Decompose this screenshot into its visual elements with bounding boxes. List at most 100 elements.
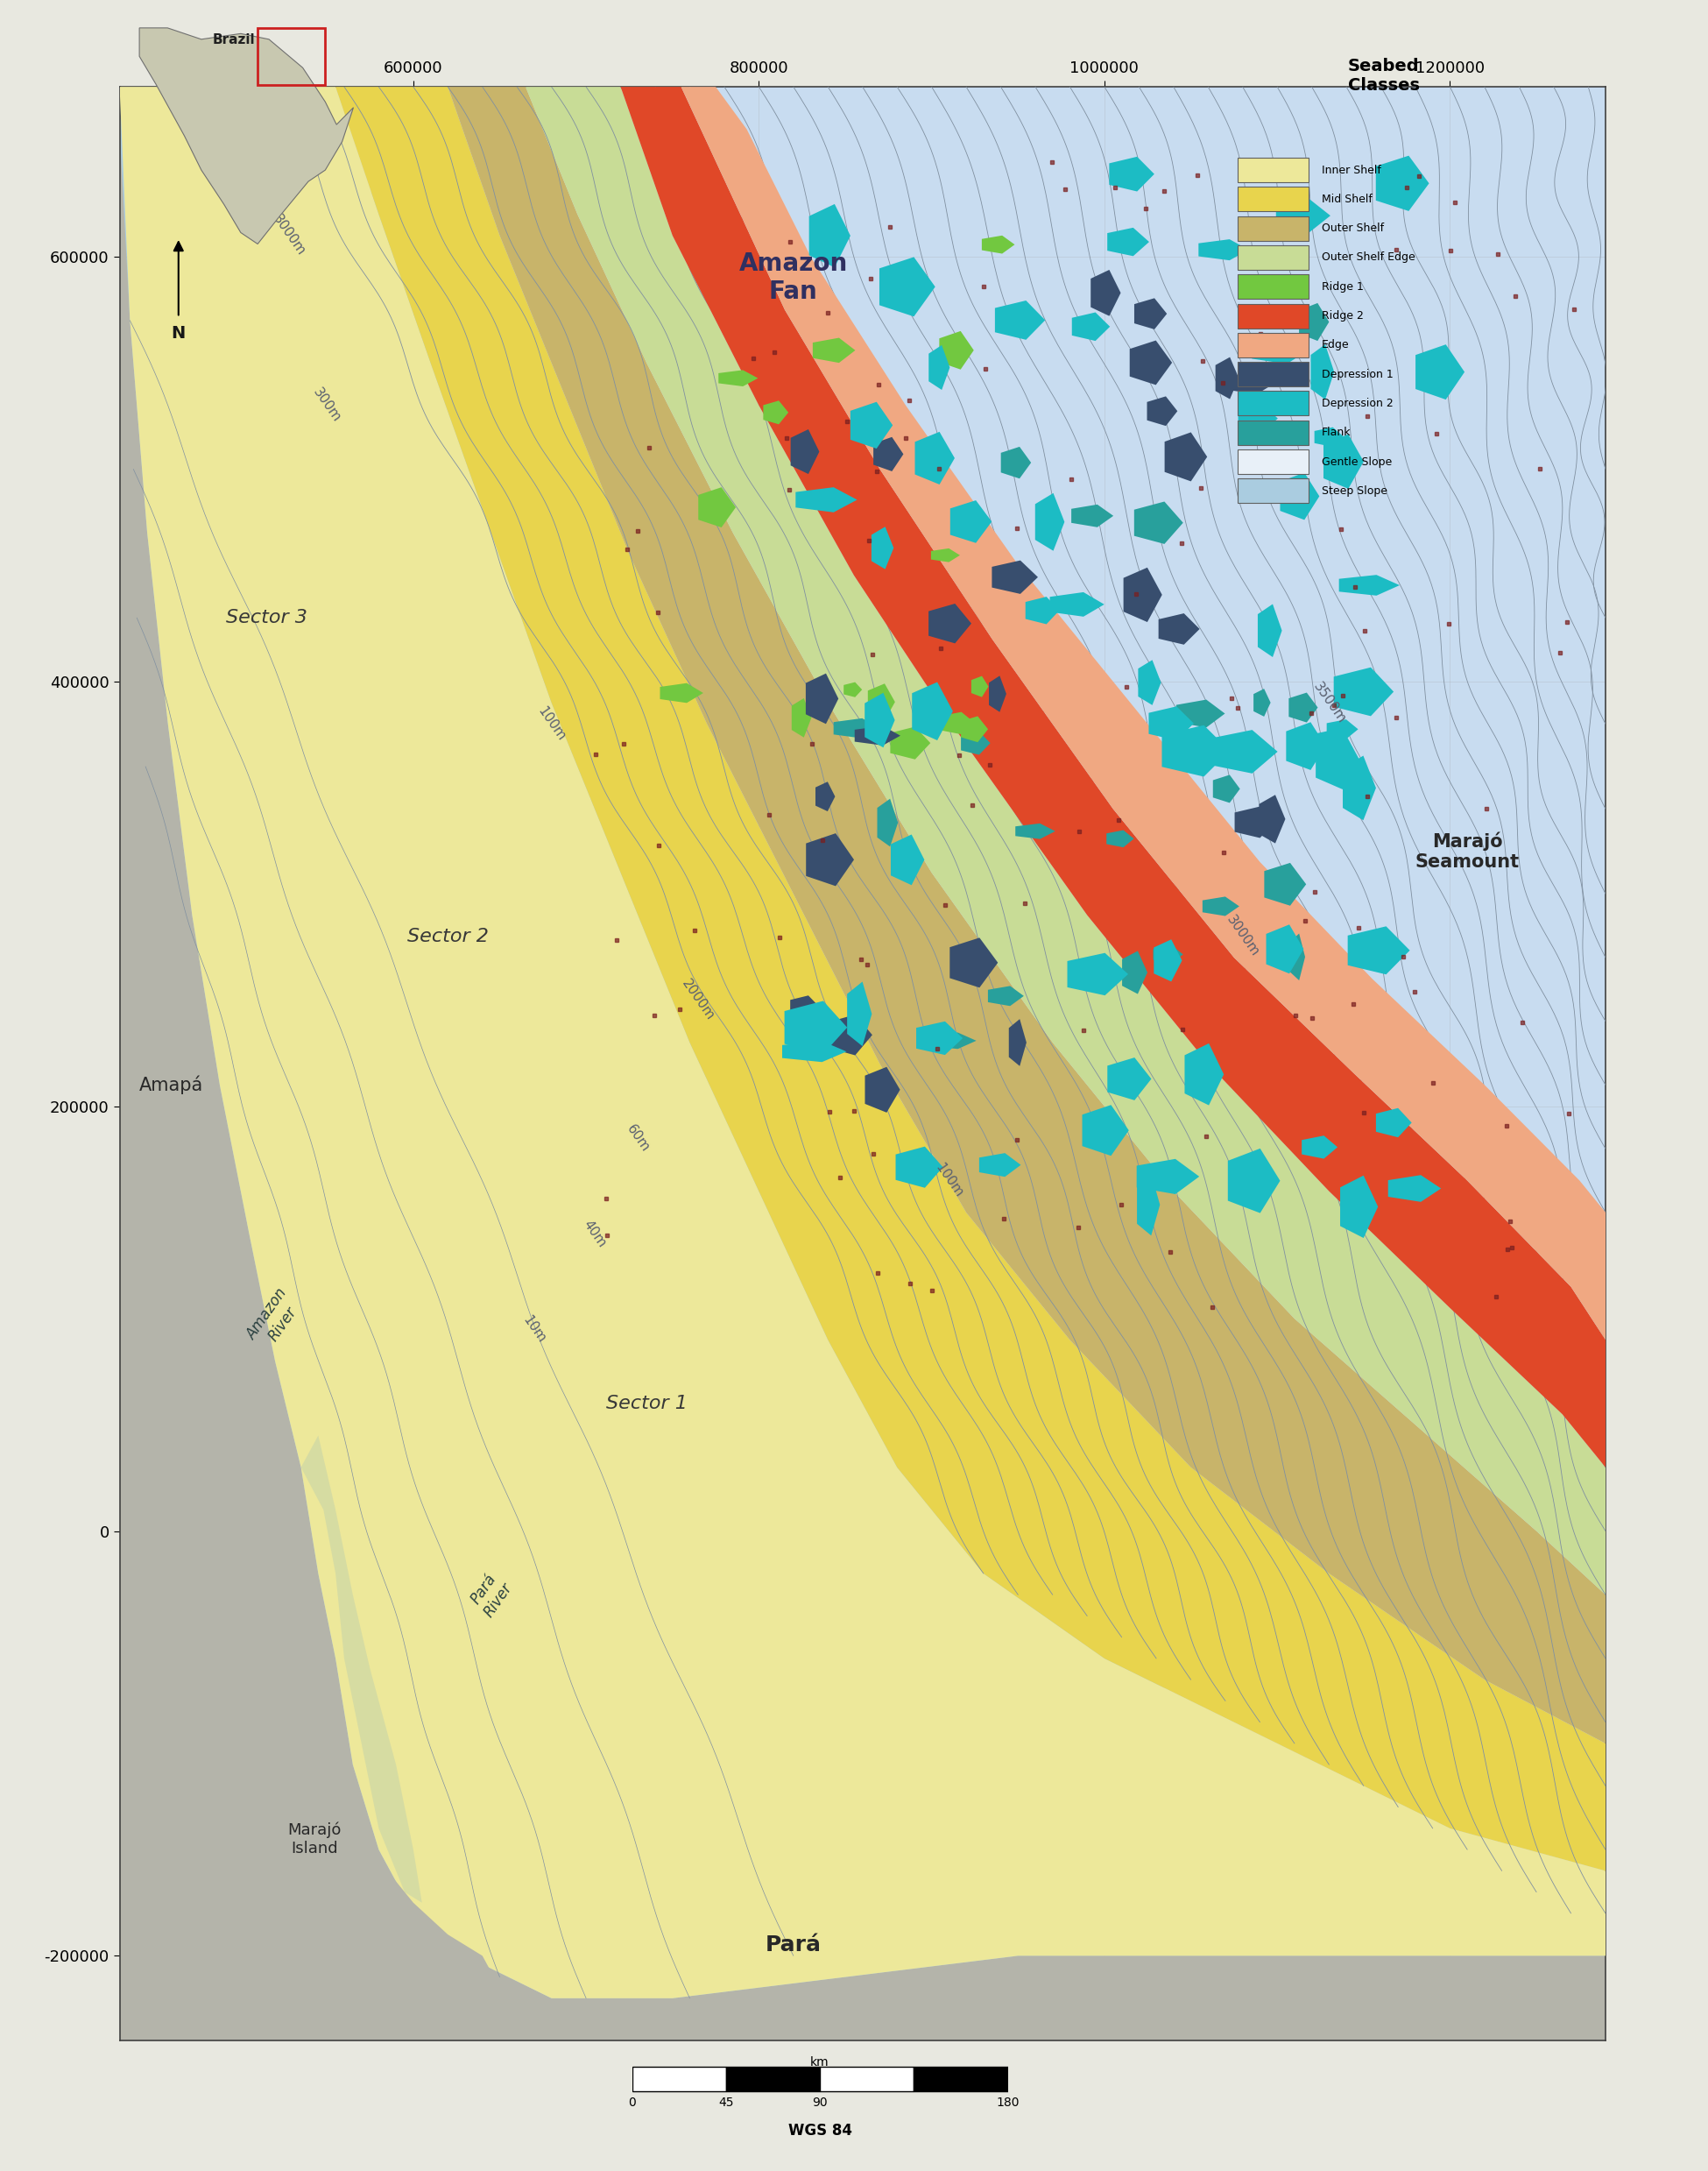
Text: Depression 1: Depression 1 <box>1322 369 1394 380</box>
Polygon shape <box>1348 927 1409 975</box>
Polygon shape <box>1134 297 1167 330</box>
Polygon shape <box>447 87 1606 1743</box>
Text: N: N <box>171 326 186 341</box>
Polygon shape <box>1165 432 1208 482</box>
Polygon shape <box>815 782 835 812</box>
Bar <box>1237 449 1308 473</box>
Text: Outer Shelf Edge: Outer Shelf Edge <box>1322 252 1416 263</box>
Polygon shape <box>1068 953 1129 996</box>
Text: 60m: 60m <box>623 1122 652 1155</box>
Polygon shape <box>188 1700 500 2008</box>
Polygon shape <box>784 1001 847 1053</box>
Polygon shape <box>1129 341 1172 384</box>
Text: 300m: 300m <box>311 386 343 426</box>
Polygon shape <box>120 87 1606 1997</box>
Polygon shape <box>335 87 1606 1871</box>
Polygon shape <box>854 725 900 745</box>
Polygon shape <box>844 682 863 697</box>
Polygon shape <box>120 87 1606 2041</box>
Polygon shape <box>1315 428 1344 447</box>
Polygon shape <box>1389 1175 1442 1203</box>
Text: Sector 1: Sector 1 <box>606 1394 687 1413</box>
Polygon shape <box>1259 795 1286 842</box>
Text: Amapá: Amapá <box>140 1075 203 1094</box>
Text: 3000m: 3000m <box>1225 914 1262 960</box>
Polygon shape <box>992 560 1038 595</box>
Polygon shape <box>1138 660 1161 706</box>
Polygon shape <box>1290 693 1319 723</box>
Polygon shape <box>681 87 1606 1340</box>
Bar <box>1237 158 1308 182</box>
Polygon shape <box>929 604 972 643</box>
Polygon shape <box>982 234 1015 254</box>
Polygon shape <box>810 204 851 267</box>
Text: 10m: 10m <box>521 1313 548 1346</box>
Polygon shape <box>1083 1105 1129 1155</box>
Polygon shape <box>868 684 895 721</box>
Text: 0: 0 <box>629 2097 635 2108</box>
Bar <box>726 2067 820 2091</box>
Polygon shape <box>719 369 758 386</box>
Polygon shape <box>931 549 960 562</box>
Polygon shape <box>275 87 1606 1913</box>
Polygon shape <box>813 339 856 363</box>
Polygon shape <box>987 986 1023 1005</box>
Bar <box>1237 217 1308 241</box>
Text: Seabed
Classes: Seabed Classes <box>1348 56 1419 93</box>
Polygon shape <box>895 1146 943 1188</box>
Polygon shape <box>890 727 931 760</box>
Polygon shape <box>979 1153 1021 1177</box>
Polygon shape <box>1213 775 1240 803</box>
Polygon shape <box>140 28 354 243</box>
Polygon shape <box>880 256 936 317</box>
Polygon shape <box>1155 940 1182 981</box>
Text: 100m: 100m <box>933 1161 965 1201</box>
Bar <box>1237 421 1308 445</box>
Text: Brazil: Brazil <box>212 33 254 48</box>
Polygon shape <box>1025 597 1059 625</box>
Text: Pará: Pará <box>765 1934 822 1956</box>
Polygon shape <box>1315 727 1360 790</box>
Polygon shape <box>929 345 950 391</box>
Polygon shape <box>806 673 839 723</box>
Polygon shape <box>1310 345 1334 399</box>
Polygon shape <box>972 675 989 697</box>
Text: Marajó
Seamount: Marajó Seamount <box>1416 831 1520 871</box>
Polygon shape <box>659 684 704 703</box>
Polygon shape <box>1091 269 1120 317</box>
Polygon shape <box>1257 604 1283 658</box>
Polygon shape <box>1153 947 1184 964</box>
Polygon shape <box>912 682 953 740</box>
Polygon shape <box>1107 1057 1151 1101</box>
Polygon shape <box>962 732 991 756</box>
Polygon shape <box>950 499 992 543</box>
Polygon shape <box>996 300 1045 341</box>
Polygon shape <box>847 981 871 1046</box>
Polygon shape <box>1211 729 1278 773</box>
Text: Sector 2: Sector 2 <box>407 927 488 944</box>
Text: Gentle Slope: Gentle Slope <box>1322 456 1392 467</box>
Bar <box>914 2067 1008 2091</box>
Polygon shape <box>927 1033 977 1049</box>
Polygon shape <box>950 938 997 988</box>
Text: 3000m: 3000m <box>270 213 307 258</box>
Polygon shape <box>1290 934 1305 981</box>
Polygon shape <box>1134 502 1184 545</box>
Polygon shape <box>1136 1159 1199 1194</box>
Polygon shape <box>1416 345 1464 399</box>
Polygon shape <box>1185 1044 1225 1105</box>
Polygon shape <box>1266 925 1303 973</box>
Polygon shape <box>1235 805 1276 838</box>
Polygon shape <box>1279 473 1319 519</box>
Polygon shape <box>1377 1107 1413 1138</box>
Polygon shape <box>791 699 811 738</box>
Bar <box>258 28 325 85</box>
Text: Amazon
Fan: Amazon Fan <box>740 252 847 304</box>
Text: Outer Shelf: Outer Shelf <box>1322 224 1383 234</box>
Polygon shape <box>1327 719 1358 738</box>
Bar <box>632 2067 726 2091</box>
Polygon shape <box>1216 356 1238 399</box>
Polygon shape <box>301 1435 422 1902</box>
Text: Steep Slope: Steep Slope <box>1322 486 1387 497</box>
Text: Ridge 1: Ridge 1 <box>1322 280 1363 293</box>
